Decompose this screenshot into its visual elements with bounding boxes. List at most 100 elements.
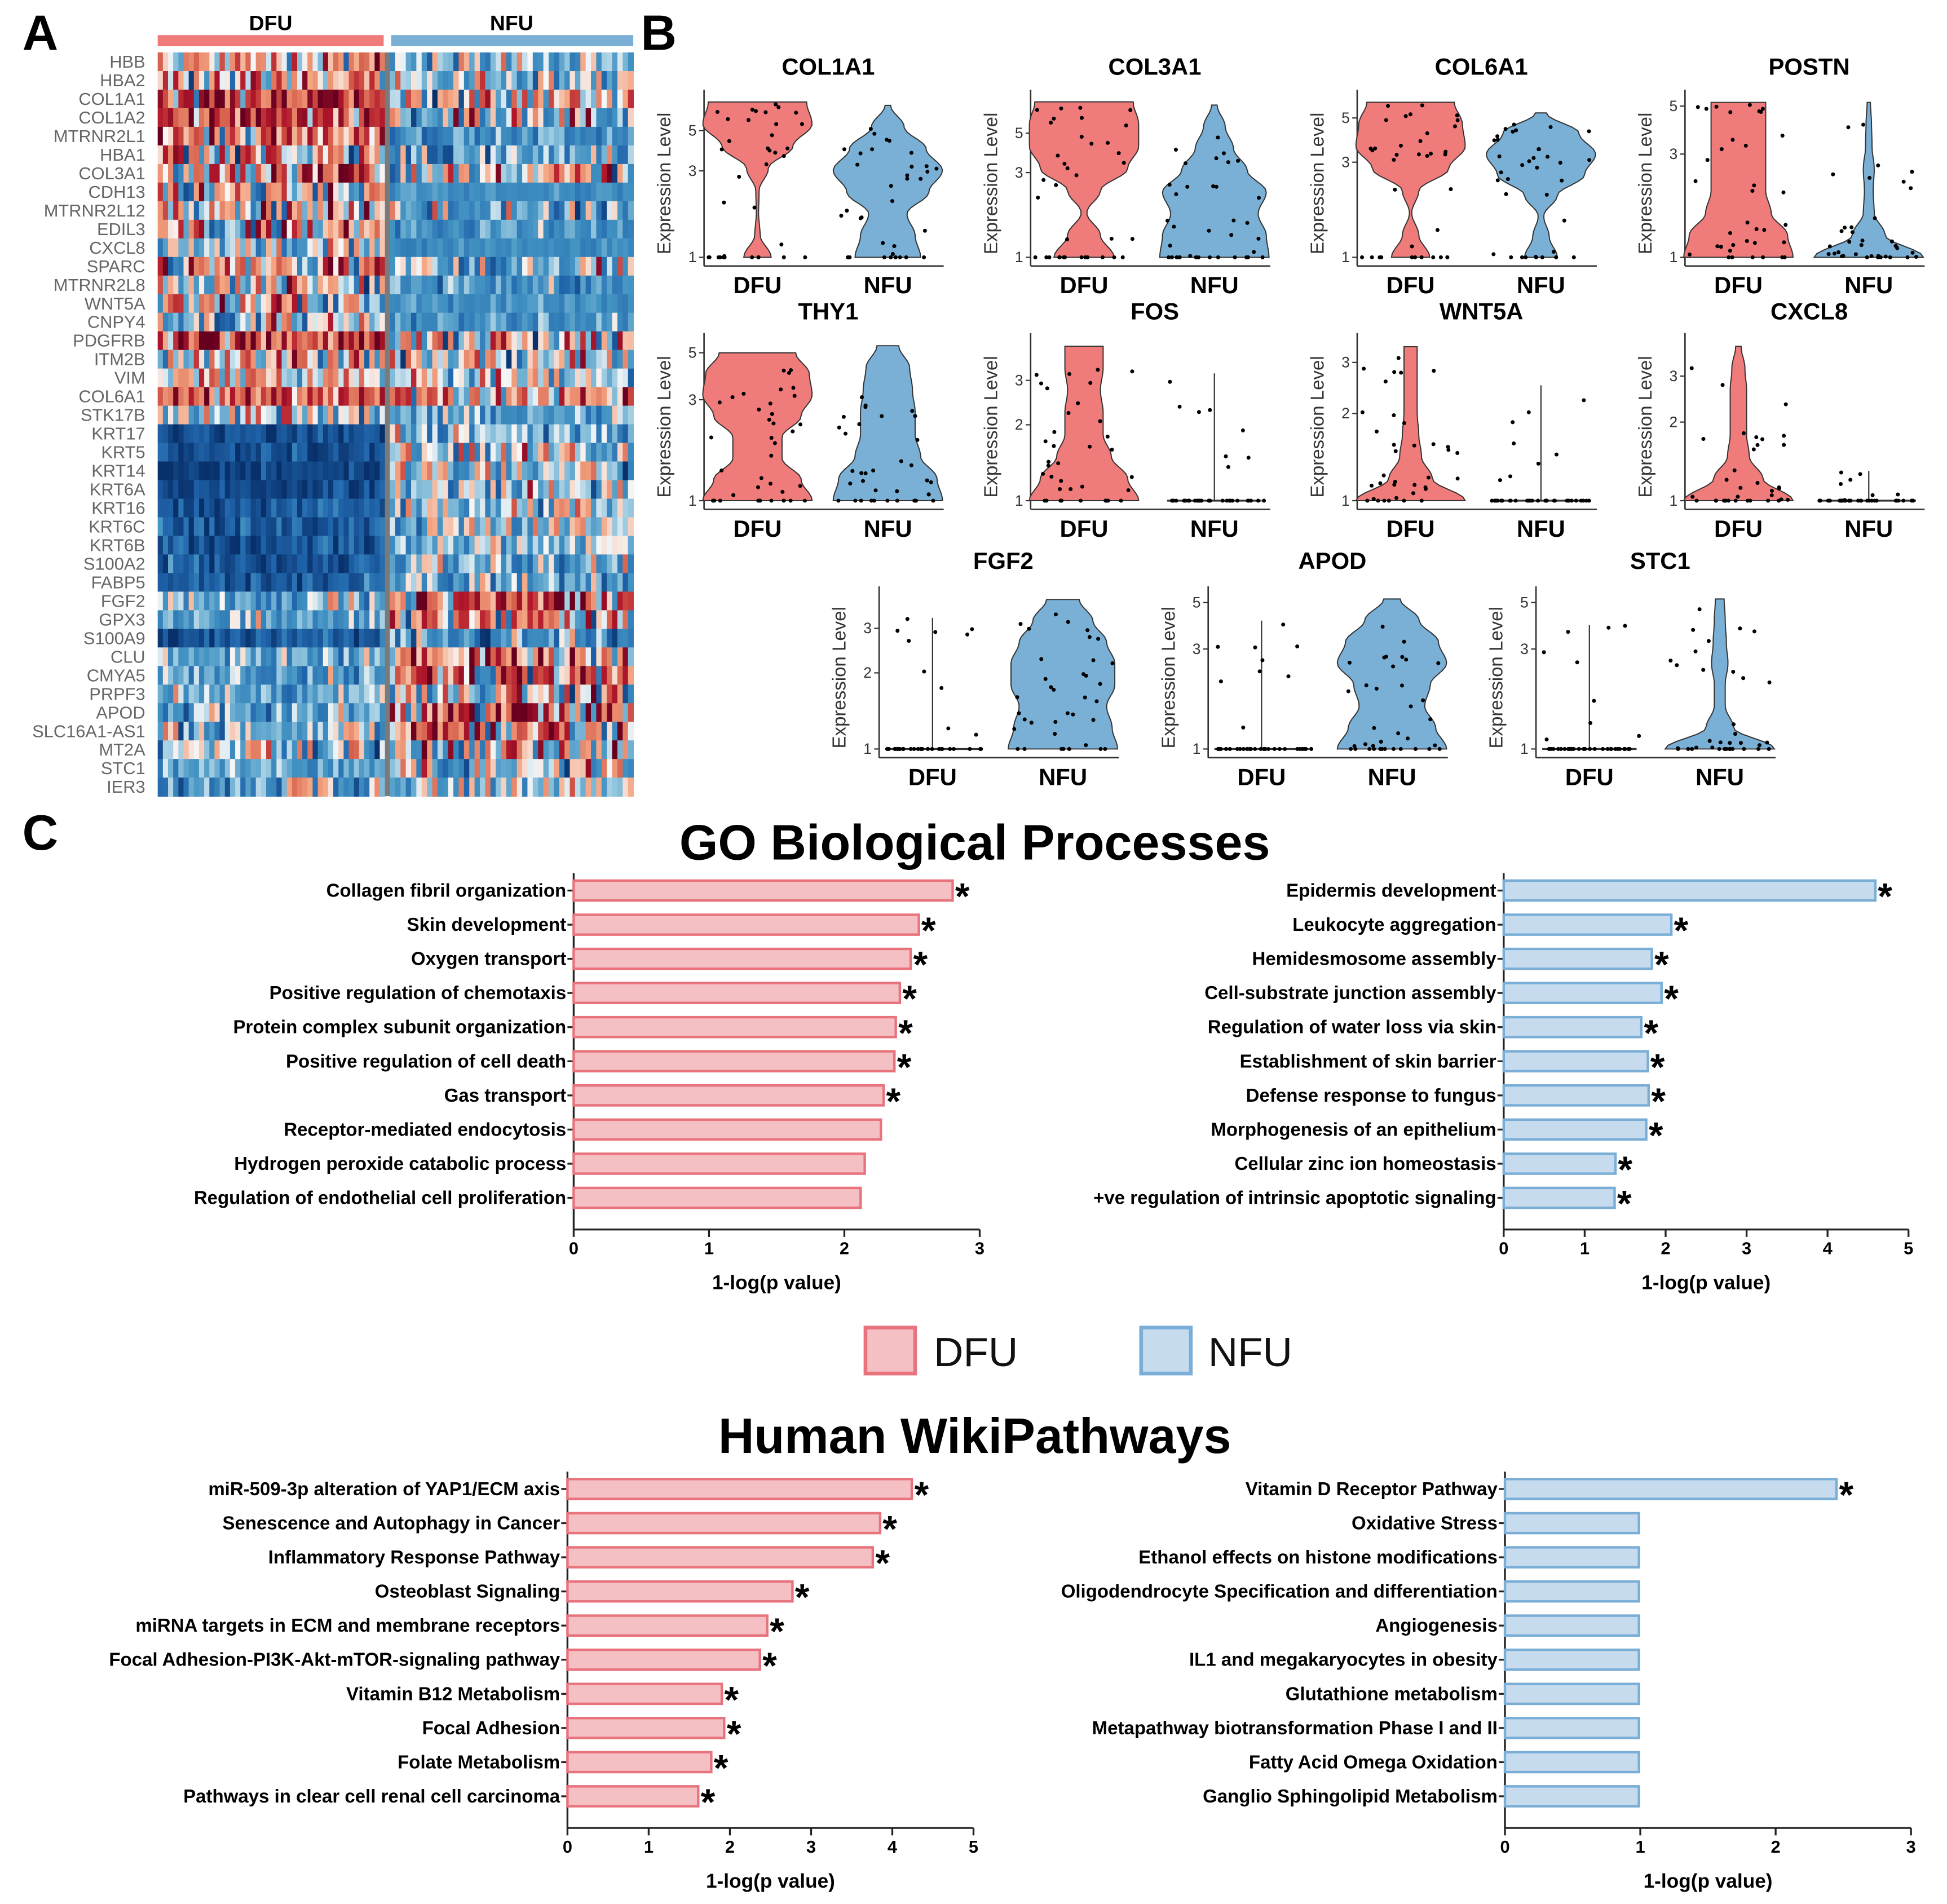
- heatmap-cell: [173, 52, 179, 72]
- heatmap-cell: [198, 126, 205, 146]
- heatmap-cell: [240, 536, 246, 555]
- heatmap-cell: [405, 108, 412, 127]
- heatmap-cell: [302, 703, 308, 723]
- heatmap-cell: [532, 219, 539, 239]
- heatmap-cell: [559, 312, 566, 332]
- heatmap-cell: [157, 257, 164, 276]
- x-tick-label: 3: [1906, 1837, 1916, 1857]
- heatmap-cell: [506, 71, 513, 90]
- heatmap-cell: [622, 480, 629, 500]
- heatmap-cell: [198, 331, 205, 351]
- heatmap-cell: [463, 536, 470, 555]
- heatmap-cell: [374, 368, 381, 388]
- heatmap-cell: [575, 684, 581, 704]
- heatmap-cell: [463, 629, 470, 648]
- heatmap-cell: [281, 443, 288, 462]
- heatmap-cell: [622, 740, 629, 760]
- heatmap-cell: [173, 740, 179, 760]
- heatmap-cell: [474, 498, 480, 518]
- data-point: [1065, 237, 1070, 241]
- data-point: [1248, 746, 1253, 751]
- heatmap-cell: [245, 126, 251, 146]
- data-point: [895, 489, 899, 493]
- heatmap-cell: [266, 164, 272, 183]
- heatmap-cell: [516, 71, 523, 90]
- heatmap-cell: [607, 610, 613, 630]
- heatmap-cell: [580, 164, 586, 183]
- heatmap-cell: [463, 461, 470, 481]
- heatmap-cell: [328, 201, 334, 220]
- heatmap-cell: [348, 368, 355, 388]
- heatmap-cell: [162, 238, 169, 258]
- heatmap-cell: [302, 350, 308, 369]
- heatmap-cell: [506, 684, 513, 704]
- heatmap-cell: [580, 71, 586, 90]
- category-label: Glutathione metabolism: [1286, 1683, 1498, 1704]
- heatmap-cell: [527, 350, 533, 369]
- bar: [1502, 947, 1653, 970]
- data-point: [880, 414, 884, 418]
- heatmap-cell: [617, 536, 624, 555]
- heatmap-cell: [585, 405, 591, 425]
- heatmap-cell: [554, 405, 560, 425]
- heatmap-cell: [323, 498, 329, 518]
- heatmap-cell: [198, 350, 205, 369]
- heatmap-cell: [245, 182, 251, 202]
- heatmap-cell: [209, 238, 215, 258]
- heatmap-cell: [292, 722, 298, 741]
- heatmap-cell: [437, 387, 444, 407]
- heatmap-cell: [214, 498, 220, 518]
- heatmap-cell: [585, 777, 591, 797]
- data-point: [1346, 689, 1350, 693]
- heatmap-cell: [564, 517, 571, 537]
- heatmap-cell: [354, 666, 360, 686]
- heatmap-cell: [527, 71, 533, 90]
- heatmap-cell: [527, 703, 533, 723]
- heatmap-cell: [559, 443, 566, 462]
- significance-star: *: [913, 944, 928, 986]
- heatmap-cell: [379, 461, 386, 481]
- heatmap-cell: [245, 424, 251, 444]
- heatmap-cell: [469, 777, 475, 797]
- heatmap-cell: [405, 591, 412, 611]
- heatmap-cell: [601, 647, 608, 667]
- heatmap-cell: [501, 164, 507, 183]
- heatmap-cell: [400, 573, 407, 593]
- heatmap-cell: [628, 108, 634, 127]
- heatmap-cell: [506, 740, 513, 760]
- heatmap-cell: [307, 666, 314, 686]
- heatmap-cell: [266, 517, 272, 537]
- heatmap-cell: [458, 610, 465, 630]
- heatmap-cell: [443, 350, 449, 369]
- heatmap-cell: [162, 536, 169, 555]
- heatmap-cell: [427, 498, 433, 518]
- heatmap-cell: [333, 164, 339, 183]
- heatmap-cell: [463, 443, 470, 462]
- heatmap-cell: [575, 294, 581, 313]
- bar-chart-go-nfu: 0 1 2 3 4 51-log(p value)Epidermis developmen…: [1093, 873, 1913, 1293]
- heatmap-cell: [522, 536, 528, 555]
- heatmap-cell: [307, 405, 314, 425]
- gene-label: KRT16: [91, 498, 145, 518]
- data-point: [737, 174, 741, 179]
- heatmap-cell: [443, 108, 449, 127]
- heatmap-cell: [250, 647, 257, 667]
- data-point: [1128, 108, 1133, 112]
- y-axis-label: Expression Level: [1635, 113, 1655, 254]
- heatmap-cell: [532, 629, 539, 648]
- heatmap-cell: [395, 759, 401, 779]
- heatmap-cell: [421, 554, 428, 574]
- heatmap-cell: [416, 145, 422, 165]
- heatmap-cell: [580, 480, 586, 500]
- heatmap-cell: [427, 108, 433, 127]
- heatmap-cell: [302, 89, 308, 109]
- heatmap-cell: [612, 647, 618, 667]
- legend-label-dfu: DFU: [934, 1329, 1018, 1375]
- y-tick-label: 3: [688, 162, 697, 179]
- heatmap-cell: [453, 71, 460, 90]
- heatmap-cell: [157, 777, 164, 797]
- heatmap-cell: [224, 331, 231, 351]
- heatmap-cell: [333, 777, 339, 797]
- heatmap-cell: [516, 629, 523, 648]
- heatmap-cell: [485, 331, 491, 351]
